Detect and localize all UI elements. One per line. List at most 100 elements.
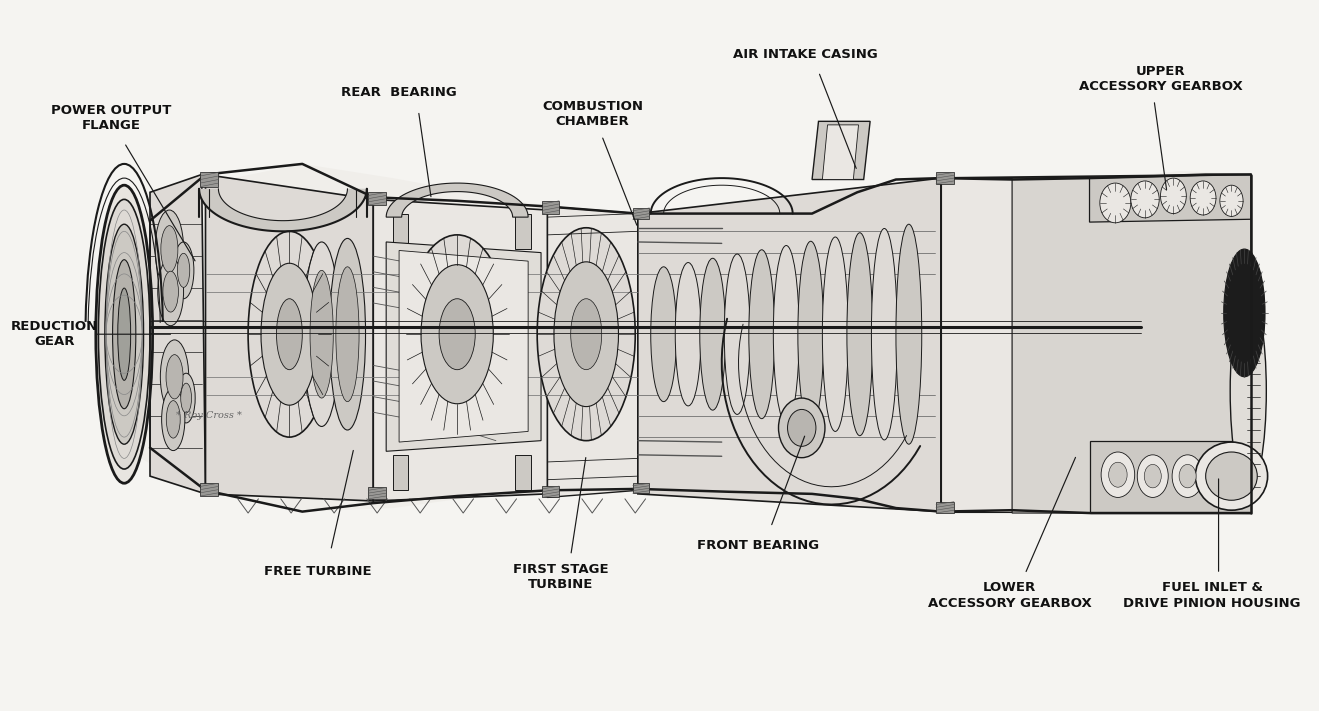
Ellipse shape bbox=[896, 224, 922, 444]
Text: POWER OUTPUT
FLANGE: POWER OUTPUT FLANGE bbox=[51, 104, 171, 132]
Ellipse shape bbox=[330, 238, 365, 430]
Bar bbox=[633, 483, 649, 493]
Polygon shape bbox=[940, 174, 1250, 513]
Ellipse shape bbox=[177, 253, 190, 287]
Ellipse shape bbox=[162, 388, 185, 451]
Bar bbox=[368, 488, 386, 499]
Polygon shape bbox=[393, 455, 408, 491]
Polygon shape bbox=[516, 455, 530, 491]
Ellipse shape bbox=[675, 262, 702, 406]
Ellipse shape bbox=[439, 299, 475, 370]
Polygon shape bbox=[400, 250, 528, 442]
Ellipse shape bbox=[1137, 455, 1169, 498]
Polygon shape bbox=[813, 122, 871, 179]
Text: FUEL INLET &
DRIVE PINION HOUSING: FUEL INLET & DRIVE PINION HOUSING bbox=[1124, 581, 1301, 609]
Text: REDUCTION
GEAR: REDUCTION GEAR bbox=[11, 320, 98, 348]
Ellipse shape bbox=[405, 235, 509, 434]
Ellipse shape bbox=[773, 245, 799, 423]
Polygon shape bbox=[1012, 174, 1250, 513]
Ellipse shape bbox=[1179, 464, 1196, 488]
Ellipse shape bbox=[1190, 181, 1216, 215]
Ellipse shape bbox=[650, 267, 677, 402]
Ellipse shape bbox=[161, 225, 178, 272]
Ellipse shape bbox=[537, 228, 636, 441]
Text: FRONT BEARING: FRONT BEARING bbox=[696, 539, 819, 552]
Ellipse shape bbox=[1109, 462, 1128, 487]
Ellipse shape bbox=[166, 355, 183, 399]
Text: AIR INTAKE CASING: AIR INTAKE CASING bbox=[733, 48, 878, 61]
Polygon shape bbox=[386, 242, 541, 451]
Ellipse shape bbox=[156, 210, 183, 288]
Polygon shape bbox=[206, 174, 373, 501]
Ellipse shape bbox=[112, 260, 136, 409]
Ellipse shape bbox=[336, 267, 359, 402]
Polygon shape bbox=[1089, 441, 1250, 513]
Ellipse shape bbox=[277, 299, 302, 370]
Ellipse shape bbox=[778, 398, 824, 458]
Ellipse shape bbox=[177, 373, 195, 423]
Ellipse shape bbox=[724, 254, 751, 415]
Ellipse shape bbox=[1224, 249, 1265, 377]
Ellipse shape bbox=[1173, 455, 1203, 498]
Ellipse shape bbox=[104, 224, 144, 444]
Polygon shape bbox=[150, 174, 206, 494]
Text: FIRST STAGE
TURBINE: FIRST STAGE TURBINE bbox=[513, 562, 608, 591]
Ellipse shape bbox=[847, 232, 873, 436]
Ellipse shape bbox=[310, 270, 334, 398]
Ellipse shape bbox=[161, 340, 189, 414]
Ellipse shape bbox=[158, 257, 183, 326]
Ellipse shape bbox=[173, 242, 194, 299]
Polygon shape bbox=[940, 178, 1012, 512]
Polygon shape bbox=[199, 188, 367, 231]
Ellipse shape bbox=[1145, 464, 1161, 488]
Ellipse shape bbox=[1101, 452, 1134, 498]
Ellipse shape bbox=[822, 237, 848, 432]
Ellipse shape bbox=[303, 242, 340, 427]
Ellipse shape bbox=[248, 231, 331, 437]
Ellipse shape bbox=[421, 264, 493, 404]
Ellipse shape bbox=[571, 299, 601, 370]
Polygon shape bbox=[1089, 174, 1250, 222]
Ellipse shape bbox=[787, 410, 816, 447]
Text: UPPER
ACCESSORY GEARBOX: UPPER ACCESSORY GEARBOX bbox=[1079, 65, 1242, 93]
Polygon shape bbox=[386, 183, 528, 217]
Ellipse shape bbox=[1100, 183, 1130, 223]
Polygon shape bbox=[393, 213, 408, 249]
Polygon shape bbox=[121, 164, 1250, 512]
Text: * Roy Cross *: * Roy Cross * bbox=[177, 412, 243, 420]
Bar bbox=[542, 486, 559, 498]
Bar bbox=[936, 502, 954, 513]
Ellipse shape bbox=[1206, 452, 1257, 501]
Text: COMBUSTION
CHAMBER: COMBUSTION CHAMBER bbox=[542, 100, 644, 129]
Ellipse shape bbox=[700, 258, 725, 410]
Ellipse shape bbox=[872, 228, 897, 440]
Ellipse shape bbox=[164, 271, 178, 312]
Ellipse shape bbox=[1161, 178, 1186, 213]
Polygon shape bbox=[373, 199, 547, 501]
Ellipse shape bbox=[96, 185, 153, 483]
Bar bbox=[200, 173, 219, 186]
Bar bbox=[633, 208, 649, 219]
Text: FREE TURBINE: FREE TURBINE bbox=[264, 565, 372, 578]
Text: REAR  BEARING: REAR BEARING bbox=[342, 87, 456, 100]
Ellipse shape bbox=[554, 262, 619, 407]
Ellipse shape bbox=[166, 400, 181, 438]
Polygon shape bbox=[822, 125, 859, 179]
Polygon shape bbox=[516, 213, 530, 249]
Bar bbox=[200, 483, 219, 496]
Polygon shape bbox=[638, 178, 940, 512]
Bar bbox=[936, 173, 954, 183]
Ellipse shape bbox=[1195, 442, 1268, 510]
Ellipse shape bbox=[749, 250, 774, 419]
Ellipse shape bbox=[117, 288, 131, 380]
Ellipse shape bbox=[1231, 292, 1266, 491]
Ellipse shape bbox=[1207, 455, 1236, 495]
Text: LOWER
ACCESSORY GEARBOX: LOWER ACCESSORY GEARBOX bbox=[927, 581, 1091, 609]
Ellipse shape bbox=[1220, 185, 1242, 216]
Ellipse shape bbox=[798, 241, 823, 427]
Ellipse shape bbox=[1130, 181, 1159, 218]
Ellipse shape bbox=[1213, 464, 1229, 486]
Polygon shape bbox=[547, 206, 638, 498]
Ellipse shape bbox=[181, 383, 191, 413]
Ellipse shape bbox=[99, 199, 150, 469]
